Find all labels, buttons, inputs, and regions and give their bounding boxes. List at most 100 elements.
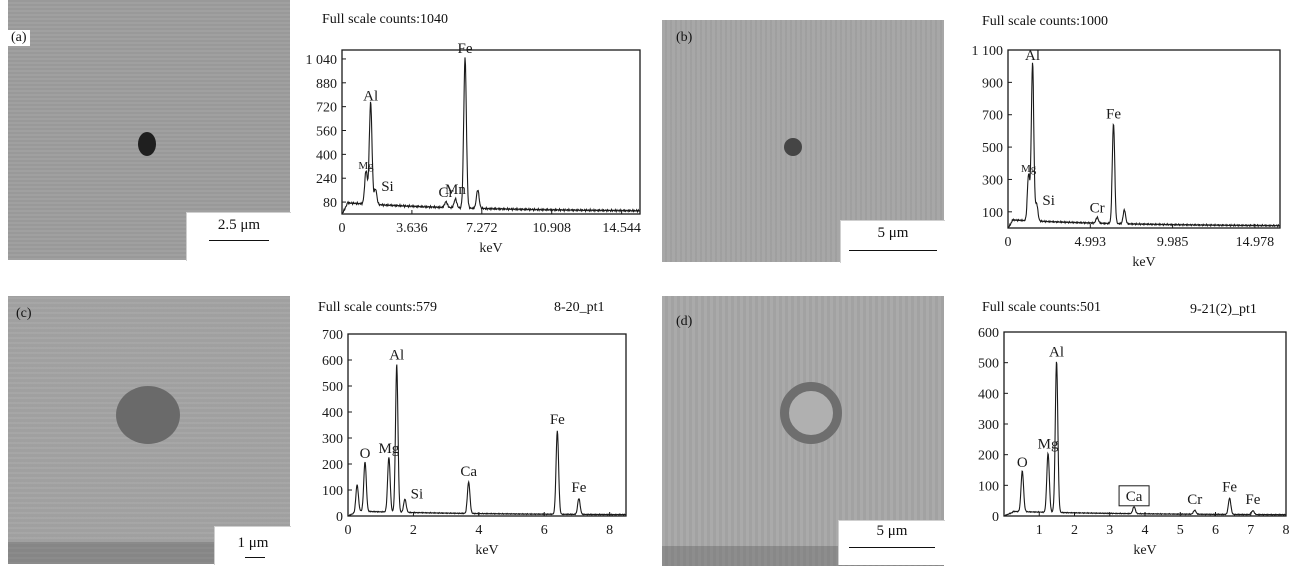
plot-frame <box>341 49 641 215</box>
spectrum-header-d: Full scale counts:501 <box>982 300 1101 315</box>
y-tick-label: 100 <box>982 206 1003 221</box>
peak-label: Si <box>381 179 394 195</box>
peak-label: Fe <box>1245 492 1260 508</box>
y-tick-label: 500 <box>978 357 999 372</box>
sample-id-d: 9-21(2)_pt1 <box>1190 302 1257 317</box>
sem-image-c <box>8 296 290 564</box>
y-tick-label: 720 <box>316 101 337 116</box>
peak-label: Mn <box>445 182 466 198</box>
y-tick-label: 400 <box>316 148 337 163</box>
x-axis-label: keV <box>1133 543 1156 558</box>
spectrum-line <box>347 364 627 517</box>
x-tick-label: 7 <box>1247 523 1254 538</box>
panel-label-d: (d) <box>676 314 693 329</box>
y-tick-label: 0 <box>992 510 999 525</box>
inclusion-b <box>784 138 802 156</box>
y-tick-label: 1 040 <box>306 53 338 68</box>
y-tick-label: 240 <box>316 172 337 187</box>
x-tick-label: 0 <box>339 221 346 236</box>
scale-bar-b: 5 μm <box>840 220 945 263</box>
spectrum-line <box>1003 361 1287 517</box>
y-tick-label: 400 <box>978 387 999 402</box>
x-axis-label: keV <box>479 241 502 256</box>
x-tick-label: 1 <box>1036 523 1043 538</box>
x-tick-label: 4 <box>475 523 482 538</box>
peak-label: Mg <box>378 441 399 457</box>
y-tick-label: 300 <box>982 173 1003 188</box>
peak-label: Mg <box>358 160 374 172</box>
y-tick-label: 560 <box>316 125 337 140</box>
x-tick-label: 8 <box>1283 523 1290 538</box>
x-tick-label: 14.544 <box>602 221 641 236</box>
y-tick-label: 900 <box>982 76 1003 91</box>
peak-label: Fe <box>458 41 473 57</box>
inclusion-c <box>116 386 180 444</box>
y-tick-label: 1 100 <box>972 44 1004 59</box>
y-tick-label: 400 <box>322 406 343 421</box>
x-tick-label: 3.636 <box>396 221 428 236</box>
x-tick-label: 14.978 <box>1236 235 1275 250</box>
peak-label: O <box>1017 455 1028 471</box>
spectrum-header-a: Full scale counts:1040 <box>322 12 448 27</box>
scale-bar-label-a: 2.5 μm <box>217 217 261 233</box>
x-tick-label: 10.908 <box>532 221 571 236</box>
plot-frame <box>1007 49 1281 229</box>
y-tick-label: 500 <box>982 141 1003 156</box>
peak-label: Cr <box>1090 200 1105 216</box>
y-tick-label: 200 <box>322 458 343 473</box>
y-tick-label: 300 <box>322 432 343 447</box>
plot-frame <box>347 333 627 517</box>
y-tick-label: 600 <box>978 326 999 341</box>
x-tick-label: 0 <box>345 523 352 538</box>
y-tick-label: 100 <box>978 479 999 494</box>
x-tick-label: 5 <box>1177 523 1184 538</box>
spectrum-line <box>341 57 641 215</box>
inclusion-d <box>780 382 842 444</box>
x-axis-label: keV <box>475 543 498 558</box>
spectrum-chart-a: 80 240 400 560 720 880 1 040 0 3.636 7.272 10.908 1… <box>290 38 650 270</box>
peak-label: Fe <box>550 412 565 428</box>
peak-label: Mg <box>1038 437 1059 453</box>
scale-bar-d: 5 μm <box>838 520 945 565</box>
inclusion-a <box>138 132 156 156</box>
y-tick-label: 880 <box>316 77 337 92</box>
spectrum-chart-b: 100 300 500 700 900 1 100 0 4.993 9.985 14.978 keV… <box>946 40 1290 272</box>
peak-label: O <box>360 446 371 462</box>
spectrum-header-c: Full scale counts:579 <box>318 300 437 315</box>
y-tick-label: 600 <box>322 354 343 369</box>
peak-label: Ca <box>460 464 477 480</box>
x-tick-label: 4.993 <box>1075 235 1107 250</box>
peak-label-box <box>1118 485 1150 507</box>
peak-label: Si <box>411 486 424 502</box>
x-tick-label: 2 <box>410 523 417 538</box>
peak-label: Cr <box>439 185 454 201</box>
x-axis-label: keV <box>1132 255 1155 270</box>
y-tick-label: 100 <box>322 484 343 499</box>
scale-bar-c: 1 μm <box>214 526 291 565</box>
x-tick-label: 9.985 <box>1157 235 1189 250</box>
peak-label: Al <box>363 89 378 105</box>
x-tick-label: 8 <box>606 523 613 538</box>
y-tick-label: 300 <box>978 418 999 433</box>
x-tick-label: 3 <box>1106 523 1113 538</box>
y-tick-label: 200 <box>978 449 999 464</box>
x-tick-label: 7.272 <box>466 221 498 236</box>
y-tick-label: 0 <box>336 510 343 525</box>
x-tick-label: 4 <box>1142 523 1149 538</box>
sem-image-a <box>8 0 290 260</box>
x-tick-label: 0 <box>1005 235 1012 250</box>
scale-bar-label-d: 5 μm <box>876 523 908 539</box>
peak-label: Ca <box>1126 489 1143 505</box>
peak-label: Fe <box>1106 106 1121 122</box>
peak-label: Al <box>1025 48 1040 64</box>
spectrum-chart-d: 0 100 200 300 400 500 600 1 2 3 4 5 6 7 8 keV O Mg Al Ca Cr F… <box>946 322 1294 567</box>
x-tick-label: 6 <box>1212 523 1219 538</box>
scale-bar-a: 2.5 μm <box>186 212 291 261</box>
peak-label: Fe <box>1222 480 1237 496</box>
peak-label: Si <box>1042 193 1055 209</box>
peak-label: Mg <box>1021 163 1037 175</box>
scale-bar-label-b: 5 μm <box>877 225 909 241</box>
y-tick-label: 500 <box>322 380 343 395</box>
y-tick-label: 700 <box>322 328 343 343</box>
panel-label-c: (c) <box>16 306 32 321</box>
